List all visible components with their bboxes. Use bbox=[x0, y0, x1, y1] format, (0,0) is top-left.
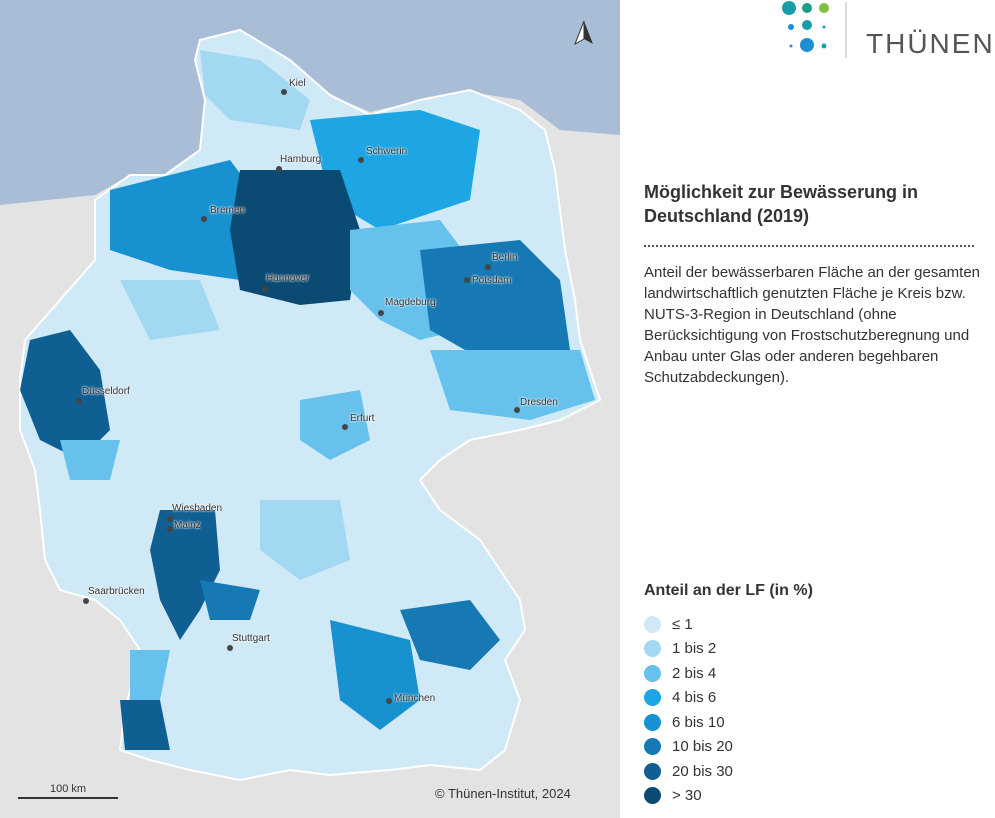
legend-swatch bbox=[644, 787, 661, 805]
legend-swatch bbox=[644, 689, 661, 707]
city-label: Schwerin bbox=[366, 146, 408, 157]
city-marker bbox=[83, 598, 89, 604]
map-description: Anteil der bewässerbaren Fläche an der g… bbox=[644, 264, 981, 386]
legend-item: > 30 bbox=[644, 784, 733, 809]
city-label: Hamburg bbox=[280, 154, 322, 165]
sea bbox=[0, 0, 620, 205]
city-marker bbox=[76, 398, 82, 404]
city-label: Saarbrücken bbox=[88, 586, 145, 597]
info-panel: THÜNEN Möglichkeit zur Bewässerung in De… bbox=[620, 0, 995, 818]
legend-label: 10 bis 20 bbox=[672, 738, 733, 756]
city-marker bbox=[227, 645, 233, 651]
logo-dots-icon bbox=[782, 1, 847, 58]
legend-swatch bbox=[644, 738, 661, 756]
copyright: © Thünen-Institut, 2024 bbox=[435, 786, 571, 801]
city-label: Magdeburg bbox=[385, 297, 436, 308]
legend-swatch bbox=[644, 615, 661, 633]
map-canvas bbox=[0, 0, 620, 782]
legend-label: > 30 bbox=[672, 787, 702, 805]
legend-swatch bbox=[644, 664, 661, 682]
city-marker bbox=[358, 157, 364, 163]
city-marker bbox=[167, 526, 173, 532]
legend-item: 1 bis 2 bbox=[644, 637, 733, 662]
city-marker bbox=[262, 286, 268, 292]
legend-label: 6 bis 10 bbox=[672, 713, 725, 731]
city-label: Dresden bbox=[520, 397, 558, 408]
scale-bar: 100 km bbox=[18, 783, 118, 799]
city-marker bbox=[201, 216, 207, 222]
legend-swatch bbox=[644, 640, 661, 658]
legend-item: 20 bis 30 bbox=[644, 759, 733, 784]
legend-label: 4 bis 6 bbox=[672, 689, 717, 707]
legend-label: 1 bis 2 bbox=[672, 640, 717, 658]
city-marker bbox=[167, 516, 173, 522]
city-marker bbox=[281, 89, 287, 95]
legend-item: 4 bis 6 bbox=[644, 686, 733, 711]
map[interactable]: Kiel Hamburg Schwerin Bremen Berlin Pots… bbox=[0, 0, 620, 818]
legend-swatch bbox=[644, 713, 661, 731]
city-label: Kiel bbox=[289, 78, 306, 89]
legend-label: 20 bis 30 bbox=[672, 762, 733, 780]
city-marker bbox=[464, 277, 470, 283]
city-marker bbox=[514, 407, 520, 413]
city-label: Düsseldorf bbox=[82, 386, 130, 397]
legend-swatch bbox=[644, 762, 661, 780]
legend-title: Anteil an der LF (in %) bbox=[644, 582, 813, 599]
legend-item: 10 bis 20 bbox=[644, 735, 733, 760]
city-label: Berlin bbox=[492, 252, 518, 263]
city-marker bbox=[378, 310, 384, 316]
thuenen-logo: THÜNEN bbox=[780, 0, 995, 60]
city-label: Stuttgart bbox=[232, 633, 270, 644]
legend-item: 6 bis 10 bbox=[644, 710, 733, 735]
city-label: Mainz bbox=[174, 520, 201, 531]
city-marker bbox=[386, 698, 392, 704]
legend-item: ≤ 1 bbox=[644, 612, 733, 637]
city-label: Erfurt bbox=[350, 413, 375, 424]
logo-text: THÜNEN bbox=[866, 28, 995, 59]
divider bbox=[644, 245, 974, 247]
legend-item: 2 bis 4 bbox=[644, 661, 733, 686]
city-marker bbox=[485, 264, 491, 270]
city-label: München bbox=[394, 693, 436, 704]
city-label: Potsdam bbox=[472, 275, 512, 286]
legend-label: 2 bis 4 bbox=[672, 664, 717, 682]
legend-label: ≤ 1 bbox=[672, 615, 693, 633]
city-label: Hannover bbox=[266, 273, 310, 284]
map-title: Möglichkeit zur Bewässerung in Deutschla… bbox=[644, 182, 919, 226]
city-label: Wiesbaden bbox=[172, 503, 223, 514]
legend: ≤ 1 1 bis 2 2 bis 4 4 bis 6 6 bis 10 10 bis 2… bbox=[644, 612, 733, 808]
city-marker bbox=[276, 166, 282, 172]
city-marker bbox=[342, 424, 348, 430]
city-label: Bremen bbox=[210, 205, 246, 216]
